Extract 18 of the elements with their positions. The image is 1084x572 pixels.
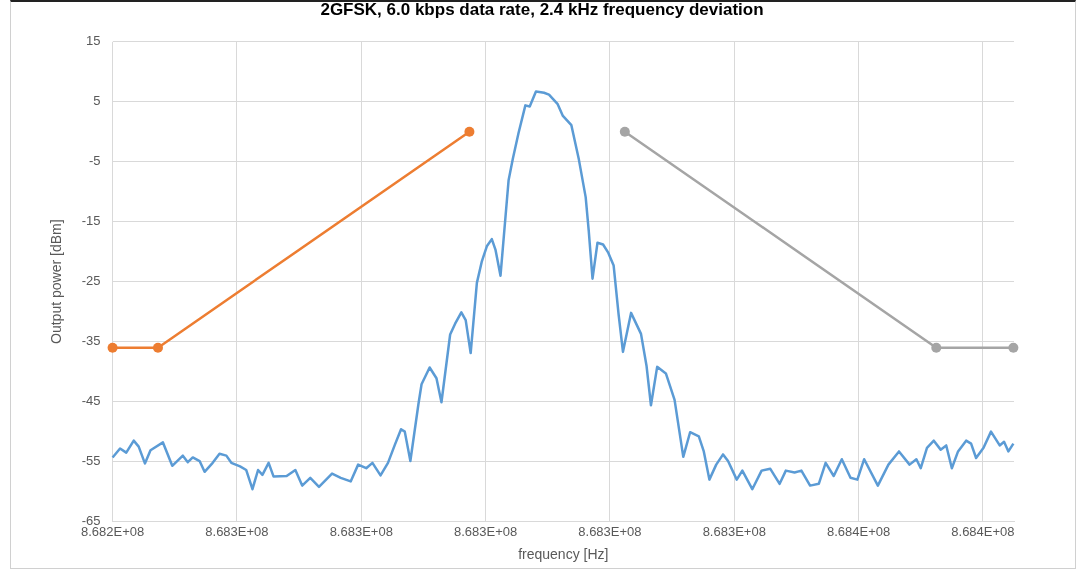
y-axis-title: Output power [dBm] <box>48 219 65 344</box>
x-tick-label: 8.683E+08 <box>453 523 518 539</box>
y-tick-label: -5 <box>89 153 101 169</box>
y-tick-label: 5 <box>93 93 101 109</box>
x-tick-label: 8.683E+08 <box>702 523 766 539</box>
y-tick-label: -25 <box>81 273 101 289</box>
y-tick-label: -35 <box>81 333 101 349</box>
y-tick-label: -45 <box>81 393 101 409</box>
x-tick-label: 8.684E+08 <box>951 523 1015 539</box>
x-tick-label: 8.683E+08 <box>578 523 642 539</box>
x-tick-label: 8.684E+08 <box>826 523 891 539</box>
y-tick-label: 15 <box>86 33 101 49</box>
x-axis-title: frequency [Hz] <box>518 546 609 563</box>
y-tick-label: -55 <box>81 453 101 469</box>
x-tick-label: 8.683E+08 <box>329 523 393 539</box>
y-tick-label: -15 <box>81 213 101 229</box>
chart-title: 2GFSK, 6.0 kbps data rate, 2.4 kHz frequency deviation <box>319 0 765 20</box>
x-tick-label: 8.683E+08 <box>205 523 269 539</box>
